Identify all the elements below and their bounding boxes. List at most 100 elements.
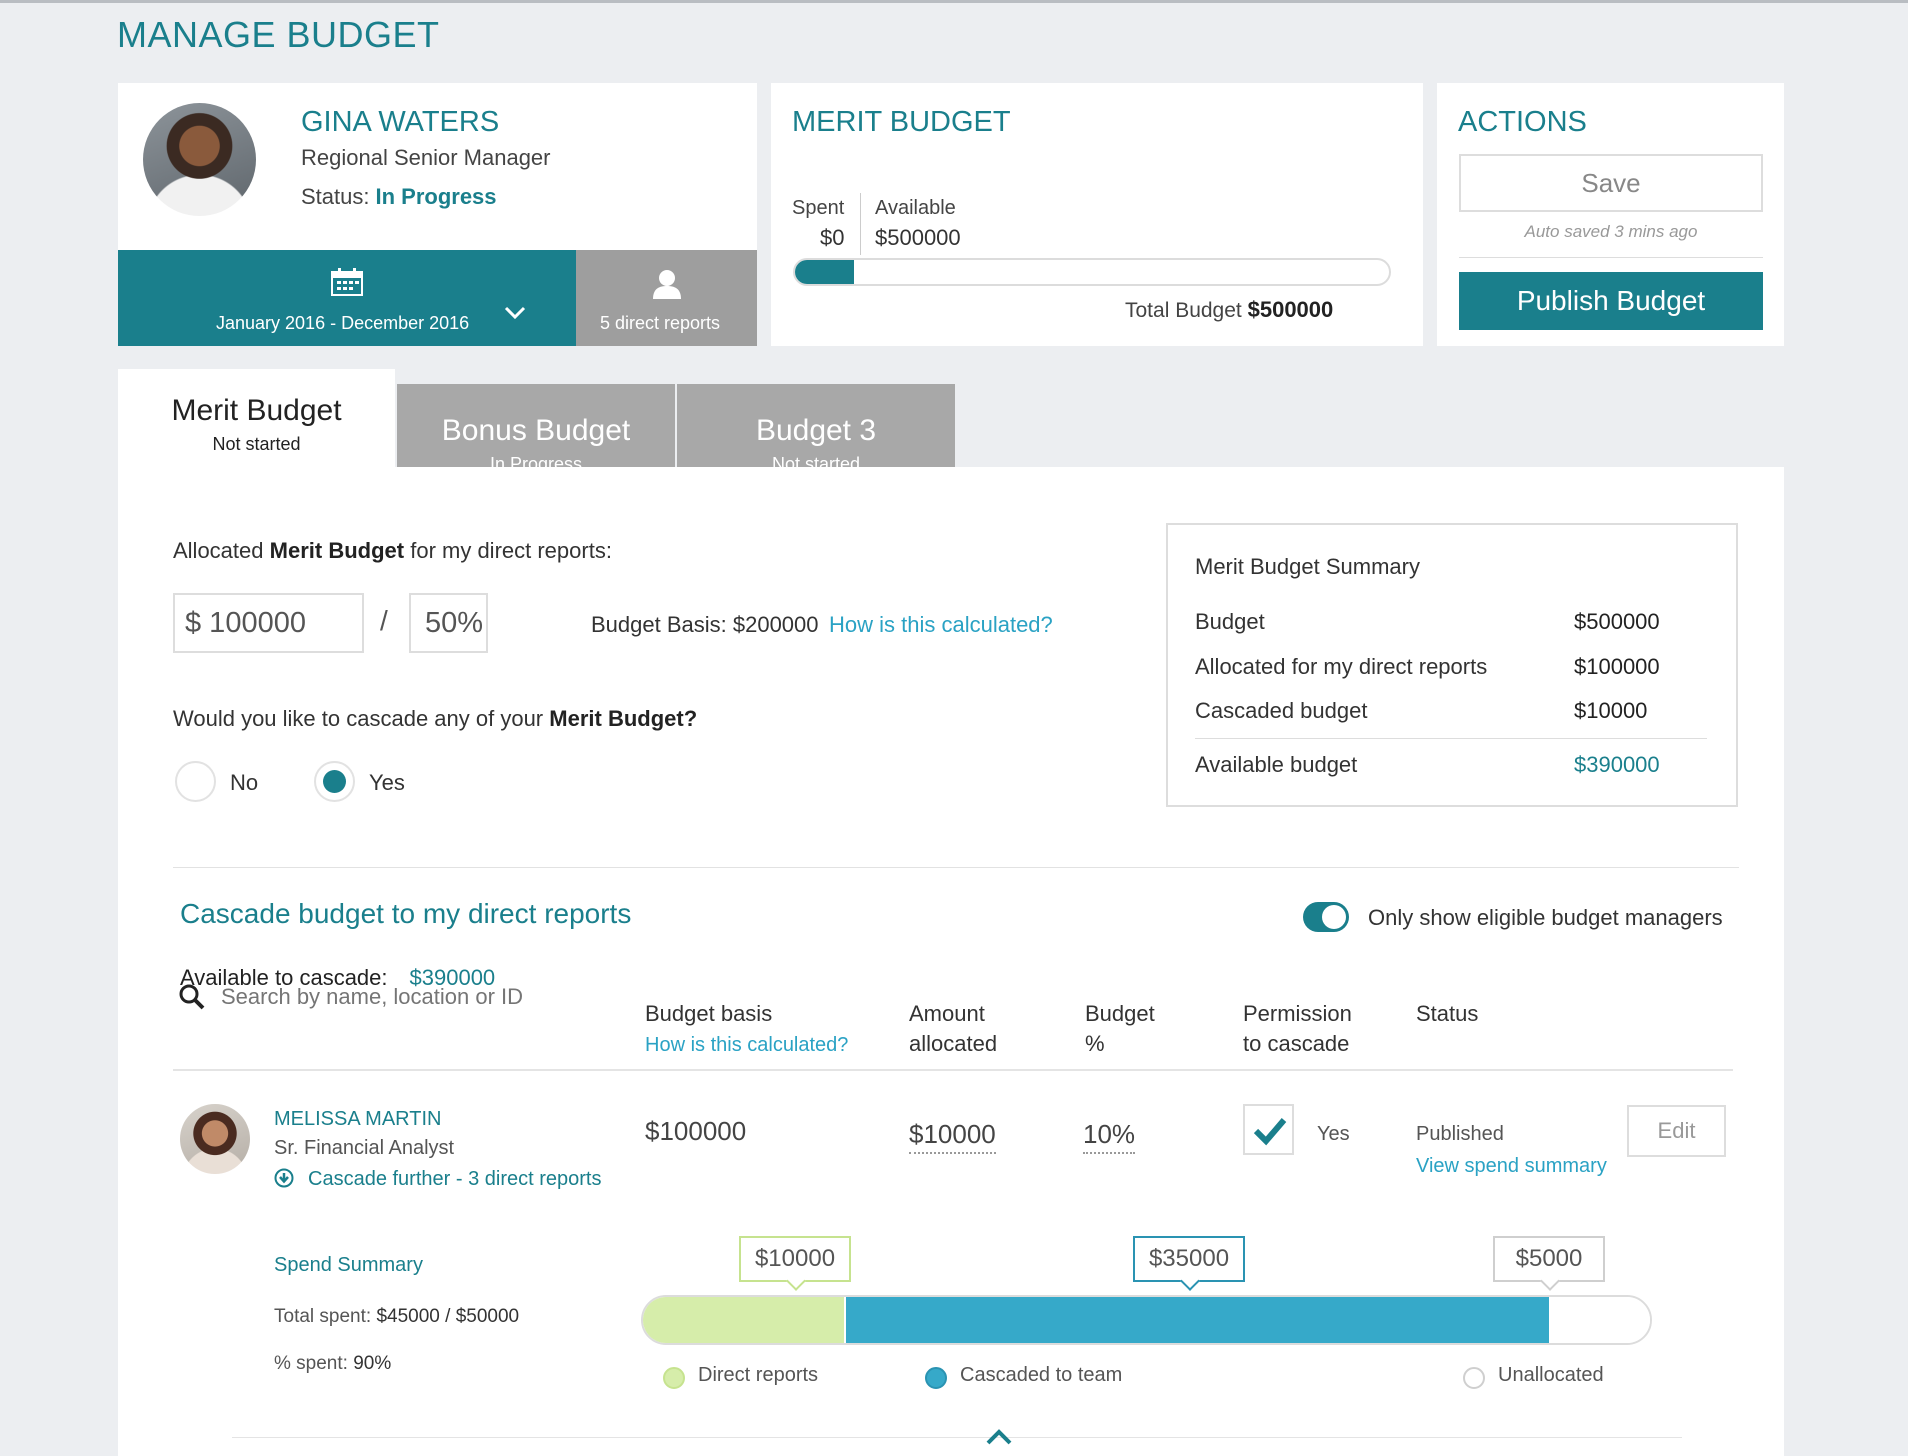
summary-value: $500000 <box>1574 609 1660 634</box>
row-budget-pct[interactable]: 10% <box>1083 1119 1136 1154</box>
legend-label: Cascaded to team <box>960 1364 1123 1386</box>
radio-no[interactable] <box>175 761 216 802</box>
spend-amount-tag: $35000 <box>1133 1236 1245 1282</box>
allocation-amount-input[interactable]: $ 100000 <box>173 593 364 653</box>
publish-budget-button[interactable]: Publish Budget <box>1459 272 1763 330</box>
tab-title: Bonus Budget <box>441 414 631 447</box>
legend-dot <box>925 1367 947 1389</box>
budget-basis: Budget Basis: $200000 <box>591 612 819 637</box>
page-title: MANAGE BUDGET <box>117 14 440 55</box>
allocation-label-bold: Merit Budget <box>269 538 405 563</box>
avatar <box>180 1104 250 1174</box>
merit-summary-box <box>1166 523 1738 807</box>
total-budget-value: $500000 <box>1247 297 1334 322</box>
divider <box>1459 257 1763 258</box>
allocation-percent-input[interactable]: 50% <box>409 593 488 653</box>
spend-segment-cascaded-to-team <box>844 1297 1550 1343</box>
checkmark-icon <box>1253 1118 1287 1146</box>
column-budget-pct[interactable]: Budget % <box>1085 999 1155 1059</box>
search-input[interactable] <box>221 984 581 1010</box>
tab-merit-budget[interactable]: Merit Budget Not started <box>118 369 395 469</box>
summary-value: $100000 <box>1574 654 1660 679</box>
tab-budget-3[interactable]: Budget 3 Not started <box>677 384 955 474</box>
merit-progress-bar <box>793 258 1391 286</box>
merit-budget-card <box>771 83 1423 346</box>
how-calculated-link[interactable]: How is this calculated? <box>829 612 1053 637</box>
calendar-icon <box>331 268 363 296</box>
column-label: Budget basis <box>645 1001 773 1026</box>
spend-segment-unallocated <box>1549 1297 1650 1343</box>
actions-title: ACTIONS <box>1458 106 1587 138</box>
tab-bonus-budget[interactable]: Bonus Budget In Progress <box>397 384 675 474</box>
legend-label: Direct reports <box>698 1364 819 1386</box>
column-label: Budget <box>1085 1001 1155 1026</box>
available-budget-label: Available budget <box>1195 752 1358 777</box>
column-label: Amount <box>909 1001 985 1026</box>
search-icon <box>179 984 205 1010</box>
summary-label: Allocated for my direct reports <box>1195 654 1488 679</box>
eligible-managers-toggle[interactable] <box>1303 902 1349 932</box>
percent-spent-value: 90% <box>353 1353 392 1374</box>
column-label: allocated <box>909 1031 998 1056</box>
column-label: Permission <box>1243 1001 1352 1026</box>
divider <box>1195 738 1707 739</box>
row-amount-allocated[interactable]: $10000 <box>909 1119 996 1154</box>
spent-value: $0 <box>820 225 845 250</box>
radio-yes[interactable] <box>314 761 355 802</box>
allocation-label: Allocated Merit Budget for my direct rep… <box>173 538 612 564</box>
chevron-down-icon <box>504 306 526 320</box>
permission-checkbox[interactable] <box>1243 1104 1294 1155</box>
report-name[interactable]: MELISSA MARTIN <box>274 1108 442 1130</box>
direct-reports-button[interactable]: 5 direct reports <box>576 250 757 346</box>
cascade-further-link[interactable]: Cascade further - 3 direct reports <box>308 1168 602 1190</box>
summary-value: $10000 <box>1574 698 1648 723</box>
column-amount-allocated[interactable]: Amount allocated <box>909 999 997 1059</box>
cascade-question-pre: Would you like to cascade any of your <box>173 706 544 731</box>
column-label: to cascade <box>1243 1031 1350 1056</box>
status-row: Status: In Progress <box>301 184 497 210</box>
radio-yes-label: Yes <box>369 770 405 795</box>
edit-button[interactable]: Edit <box>1627 1105 1726 1157</box>
column-label: % <box>1085 1031 1105 1056</box>
autosave-status: Auto saved 3 mins ago <box>1524 222 1698 241</box>
table-header-divider <box>173 1069 1733 1071</box>
divider <box>860 193 861 255</box>
cascade-heading: Cascade budget to my direct reports <box>180 898 632 929</box>
status-label: Status: <box>301 184 370 209</box>
manager-role: Regional Senior Manager <box>301 145 551 170</box>
percent-spent-label: % spent: <box>274 1353 348 1374</box>
cascade-question: Would you like to cascade any of your Me… <box>173 706 697 732</box>
summary-title: Merit Budget Summary <box>1195 554 1420 579</box>
tab-title: Merit Budget <box>171 394 342 427</box>
download-circle-icon[interactable] <box>274 1168 294 1188</box>
spend-amount-tag: $5000 <box>1493 1236 1605 1282</box>
save-button[interactable]: Save <box>1459 154 1763 212</box>
how-calculated-link[interactable]: How is this calculated? <box>645 1034 849 1056</box>
legend-label: Unallocated <box>1498 1364 1604 1386</box>
merit-progress-fill <box>795 260 855 284</box>
date-range-label: January 2016 - December 2016 <box>216 313 470 333</box>
permission-value: Yes <box>1317 1123 1350 1145</box>
column-permission[interactable]: Permission to cascade <box>1243 999 1352 1059</box>
divider <box>173 867 1739 868</box>
manager-name: GINA WATERS <box>301 106 500 138</box>
legend-dot <box>1463 1367 1485 1389</box>
row-status: Published <box>1416 1123 1504 1145</box>
person-icon <box>653 270 681 299</box>
total-budget: Total Budget $500000 <box>1125 297 1333 323</box>
chevron-up-icon[interactable] <box>985 1428 1013 1446</box>
tab-title: Budget 3 <box>755 414 877 447</box>
date-range-selector[interactable]: January 2016 - December 2016 <box>118 250 576 346</box>
column-budget-basis: Budget basis How is this calculated? <box>645 999 848 1060</box>
total-budget-label: Total Budget <box>1125 299 1242 322</box>
spent-label: Spent <box>792 197 845 219</box>
total-spent-label: Total spent: <box>274 1306 372 1327</box>
available-label: Available <box>875 197 956 219</box>
available-value: $500000 <box>875 225 961 250</box>
report-role: Sr. Financial Analyst <box>274 1137 455 1159</box>
column-status[interactable]: Status <box>1416 999 1478 1029</box>
divider <box>232 1437 1682 1438</box>
avatar <box>143 103 256 216</box>
view-spend-summary-link[interactable]: View spend summary <box>1416 1155 1607 1177</box>
spend-summary-title: Spend Summary <box>274 1254 423 1276</box>
